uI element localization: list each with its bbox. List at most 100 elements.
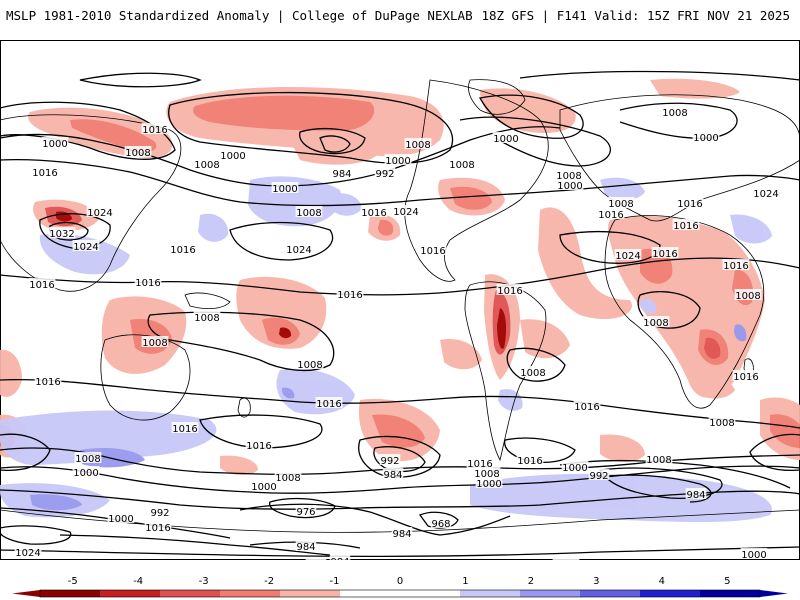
isobar-1008-antarctic xyxy=(0,546,800,558)
colorbar-swatch xyxy=(340,590,401,597)
isobar-label: 1024 xyxy=(286,245,311,256)
isobar-label: 1016 xyxy=(361,208,386,219)
isobar-label-bg xyxy=(732,370,760,381)
isobar-1016-north xyxy=(79,72,202,88)
anomaly-region xyxy=(450,186,492,210)
isobar-1016-sa-south xyxy=(504,437,576,463)
isobar-1024-pacific xyxy=(229,221,334,261)
isobar-label: 992 xyxy=(380,456,399,467)
isobar-label: 1016 xyxy=(135,278,160,289)
colorbar-tick-label: 5 xyxy=(724,576,730,587)
isobar-label-bg xyxy=(379,454,401,465)
isobar-label-bg xyxy=(74,452,102,463)
isobar-label: 1016 xyxy=(29,280,54,291)
colorbar-max-arrow xyxy=(760,590,788,597)
isobar-label: 1016 xyxy=(246,441,271,452)
isobar-label-bg xyxy=(651,247,679,258)
anomaly-region xyxy=(440,339,482,370)
anomaly-region xyxy=(39,233,130,275)
colorbar-swatch xyxy=(400,590,461,597)
anomaly-region xyxy=(640,298,657,314)
isobar-label: 984 xyxy=(332,169,351,180)
anomaly-region xyxy=(690,369,735,399)
coastline-africa xyxy=(604,215,764,409)
colorbar-swatch xyxy=(40,590,101,597)
isobar-label: 1000 xyxy=(557,181,582,192)
isobar-label: 1032 xyxy=(49,229,74,240)
colorbar-tick-label: -5 xyxy=(68,576,78,587)
isobar-label-bg xyxy=(315,397,343,408)
colorbar-swatch xyxy=(700,590,761,597)
isobar-label: 1016 xyxy=(145,523,170,534)
anomaly-region xyxy=(198,213,229,242)
isobar-label: 1008 xyxy=(556,171,581,182)
isobar-label-bg xyxy=(271,182,299,193)
coastline-eurasia xyxy=(559,94,800,222)
isobar-992-low xyxy=(299,128,366,155)
isobar-label: 1024 xyxy=(87,208,112,219)
isobar-label-bg xyxy=(722,259,750,270)
isobar-label-bg xyxy=(305,559,327,560)
isobar-label: 1016 xyxy=(316,399,341,410)
isobar-label: 992 xyxy=(150,508,169,519)
isobar-1008-natl xyxy=(459,116,612,167)
isobar-label: 1000 xyxy=(385,156,410,167)
isobar-label: 1016 xyxy=(652,249,677,260)
isobar-contours xyxy=(0,70,800,558)
isobar-label-bg xyxy=(34,375,62,386)
isobar-label: 1008 xyxy=(735,291,760,302)
colorbar-tick-label: 4 xyxy=(659,576,665,587)
isobar-label-bg xyxy=(382,468,404,479)
isobar-984-low xyxy=(319,135,351,153)
isobar-label: 1008 xyxy=(194,160,219,171)
isobar-label-bg xyxy=(86,206,114,217)
isobar-1008-africa xyxy=(637,291,701,329)
isobar-1000-low-big xyxy=(168,91,454,164)
isobar-label: 1000 xyxy=(42,139,67,150)
isobar-label-bg xyxy=(645,453,673,464)
isobar-1024-asia-high xyxy=(39,213,111,249)
colorbar-tick-label: 1 xyxy=(462,576,468,587)
isobar-label-bg xyxy=(473,467,501,478)
isobar-label: 968 xyxy=(431,519,450,530)
isobar-label-bg xyxy=(193,158,221,169)
isobar-label-bg xyxy=(141,123,169,134)
colorbar-min-arrow xyxy=(12,590,40,597)
isobar-label-bg xyxy=(124,146,152,157)
isobar-1000-east xyxy=(559,459,791,489)
isobar-1000-nw xyxy=(619,102,738,139)
isobar-label: 1008 xyxy=(474,469,499,480)
isobar-label: 1008 xyxy=(275,473,300,484)
isobar-label-bg xyxy=(734,289,762,300)
isobar-label-bg xyxy=(642,316,670,327)
isobar-label-bg xyxy=(14,546,42,557)
isobar-1008-eq xyxy=(147,311,335,372)
isobar-label-bg xyxy=(295,505,317,516)
isobar-label: 1024 xyxy=(73,242,98,253)
negative-anomaly-shading xyxy=(0,78,800,476)
colorbar: -5 -4 -3 -2 -1 0 1 2 3 4 5 xyxy=(12,576,788,598)
anomaly-region xyxy=(0,410,217,465)
isobar-label-bg xyxy=(588,469,610,480)
colorbar-tick-label: -1 xyxy=(330,576,340,587)
isobar-label: 1000 xyxy=(493,134,518,145)
anomaly-region xyxy=(650,78,740,99)
colorbar-swatch xyxy=(460,590,521,597)
colorbar-tick-label: -2 xyxy=(264,576,274,587)
anomaly-region xyxy=(497,308,507,349)
coastline-south-america xyxy=(464,281,547,462)
isobar-label: 1008 xyxy=(296,208,321,219)
isobar-label: 984 xyxy=(686,490,705,501)
colorbar-swatches xyxy=(12,589,788,598)
isobar-label-bg xyxy=(193,311,221,322)
colorbar-swatch xyxy=(280,590,341,597)
isobar-label: 1016 xyxy=(517,456,542,467)
isobar-label-bg xyxy=(296,358,324,369)
isobar-label: 1000 xyxy=(741,550,766,560)
isobar-label-bg xyxy=(552,559,580,560)
anomaly-region xyxy=(600,177,645,200)
isobar-label: 1016 xyxy=(142,125,167,136)
isobar-label-bg xyxy=(466,457,494,468)
